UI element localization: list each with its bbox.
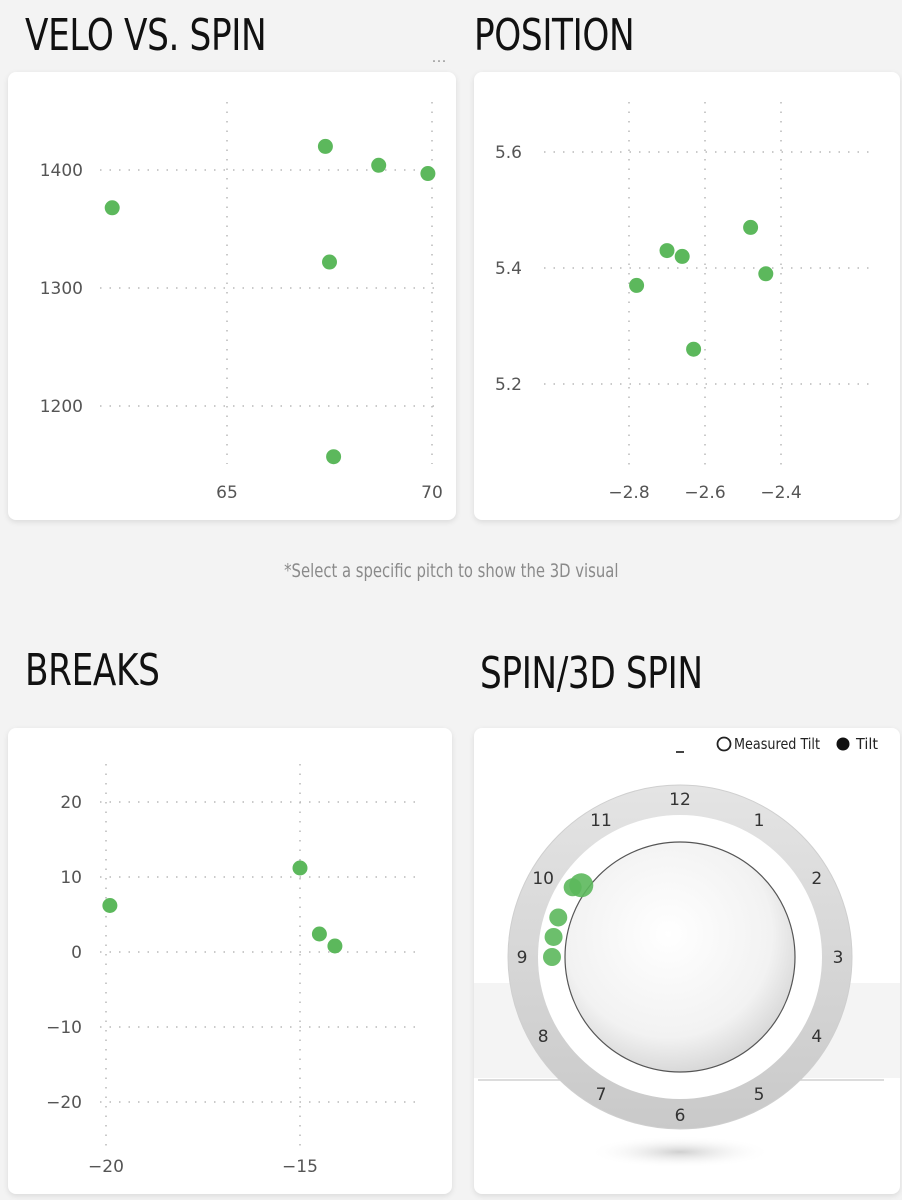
- clock-hour-label: 9: [517, 948, 528, 968]
- data-point: [102, 898, 118, 913]
- y-tick-label: 5.4: [495, 259, 522, 279]
- clock-hour-label: 4: [811, 1027, 822, 1047]
- position-chart: 5.6 5.4 5.2 −2.8 −2.6 −2.4: [495, 102, 870, 503]
- data-point: [317, 138, 333, 154]
- tilt-marker: [543, 948, 561, 966]
- breaks-card: 20 10 0 −10 −20 −20 −15: [8, 728, 452, 1194]
- data-point: [311, 926, 327, 942]
- x-tick-label: −2.6: [684, 483, 725, 503]
- data-point: [674, 248, 690, 264]
- data-point: [743, 219, 759, 235]
- tilt-marker: [549, 908, 568, 927]
- y-tick-label: 20: [60, 793, 82, 813]
- tilt-marker: [563, 878, 582, 897]
- spin-card: Measured Tilt Tilt 12 1 2 3 4 5 6 7 8 9 10 11: [474, 728, 900, 1194]
- data-point: [686, 341, 702, 357]
- more-options-icon[interactable]: ...: [432, 50, 447, 66]
- y-tick-label: −10: [46, 1018, 82, 1038]
- x-tick-label: −2.8: [608, 483, 649, 503]
- position-title: POSITION: [474, 10, 635, 61]
- clock-hour-label: 10: [532, 869, 554, 889]
- y-tick-label: 0: [71, 943, 82, 963]
- data-point: [758, 266, 774, 282]
- clock-hour-label: 1: [754, 811, 765, 831]
- measured-tilt-legend-label: Measured Tilt: [734, 735, 820, 753]
- position-card: 5.6 5.4 5.2 −2.8 −2.6 −2.4: [474, 72, 900, 520]
- y-tick-label: 5.6: [495, 143, 522, 163]
- clock-hour-label: 8: [538, 1027, 549, 1047]
- spin-title: SPIN/3D SPIN: [480, 648, 703, 699]
- y-tick-label: 1400: [40, 161, 83, 181]
- y-tick-label: 1300: [40, 279, 83, 299]
- data-point: [327, 938, 343, 954]
- breaks-chart: 20 10 0 −10 −20 −20 −15: [46, 764, 420, 1177]
- data-point: [322, 254, 337, 270]
- tilt-marker: [544, 927, 563, 946]
- ball: [564, 841, 796, 1073]
- velo-spin-card: 1200 1300 1400 65 70: [8, 72, 456, 520]
- x-tick-label: −2.4: [760, 483, 801, 503]
- ball-shadow: [588, 1136, 772, 1168]
- clock-hour-label: 7: [596, 1085, 607, 1105]
- x-tick-label: −15: [282, 1157, 318, 1177]
- clock-hour-label: 5: [754, 1085, 765, 1105]
- y-tick-label: 5.2: [495, 375, 522, 395]
- breaks-title: BREAKS: [25, 645, 160, 696]
- y-tick-label: −20: [46, 1093, 82, 1113]
- data-point: [326, 449, 342, 465]
- clock-hour-label: 3: [833, 948, 844, 968]
- select-pitch-note: *Select a specific pitch to show the 3D …: [283, 560, 619, 582]
- tilt-legend-label: Tilt: [855, 735, 878, 753]
- data-point: [292, 860, 308, 876]
- clock-hour-label: 6: [675, 1106, 686, 1126]
- data-point: [629, 277, 645, 293]
- data-point: [104, 200, 120, 216]
- clock-hour-label: 2: [811, 869, 822, 889]
- velo-spin-chart: 1200 1300 1400 65 70: [40, 102, 443, 503]
- x-tick-label: 70: [421, 483, 443, 503]
- tilt-legend-icon: [836, 737, 850, 751]
- x-tick-label: −20: [88, 1157, 124, 1177]
- x-tick-label: 65: [216, 483, 238, 503]
- measured-tilt-legend-icon: [716, 736, 732, 752]
- y-tick-label: 1200: [40, 397, 83, 417]
- velo-spin-title: VELO VS. SPIN: [25, 10, 267, 61]
- clock-hour-label: 11: [590, 811, 612, 831]
- data-point: [420, 166, 436, 182]
- data-point: [371, 157, 387, 173]
- legend-dash: [676, 751, 684, 753]
- y-tick-label: 10: [60, 868, 82, 888]
- clock-hour-label: 12: [669, 790, 691, 810]
- data-point: [659, 243, 675, 259]
